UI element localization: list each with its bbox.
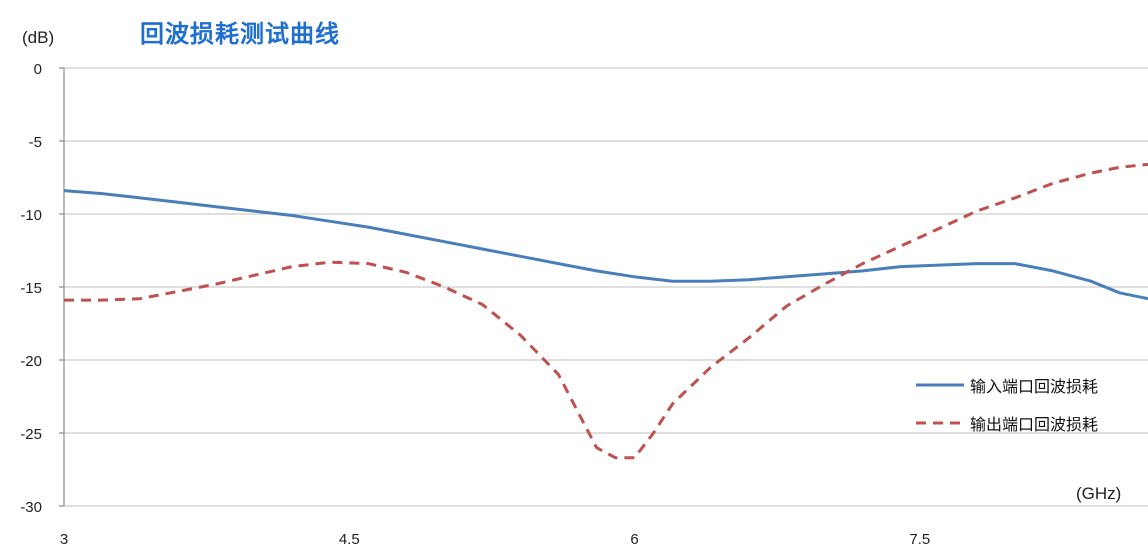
tick-label-x-2: 6 [630, 531, 638, 547]
tick-label-y-4: -20 [20, 353, 42, 370]
tick-label-y-3: -15 [20, 280, 42, 297]
tick-label-x-1: 4.5 [339, 531, 360, 547]
tick-label-y-2: -10 [20, 207, 42, 224]
series-line-input [63, 189, 1148, 301]
chart-title: 回波损耗测试曲线 [140, 20, 340, 48]
legend-label-input: 输入端口回波损耗 [970, 377, 1099, 396]
y-axis-unit-label: (dB) [22, 28, 55, 47]
tick-label-y-5: -25 [20, 426, 42, 443]
legend-item-output: 输出端口回波损耗 [916, 404, 1098, 442]
x-axis-unit-label: (GHz) [1076, 484, 1122, 503]
legend-label-output: 输出端口回波损耗 [970, 415, 1099, 434]
tick-label-y-1: -5 [29, 134, 42, 151]
legend: 输入端口回波损耗 输出端口回波损耗 [916, 366, 1098, 442]
tick-label-y-0: 0 [34, 61, 42, 78]
tick-label-x-3: 7.5 [909, 531, 930, 547]
legend-swatch-input [916, 383, 964, 387]
series-line-output [64, 162, 1148, 460]
legend-swatch-output [916, 421, 964, 425]
legend-item-input: 输入端口回波损耗 [916, 366, 1098, 404]
tick-label-y-6: -30 [20, 499, 42, 516]
tick-label-x-0: 3 [60, 531, 68, 547]
